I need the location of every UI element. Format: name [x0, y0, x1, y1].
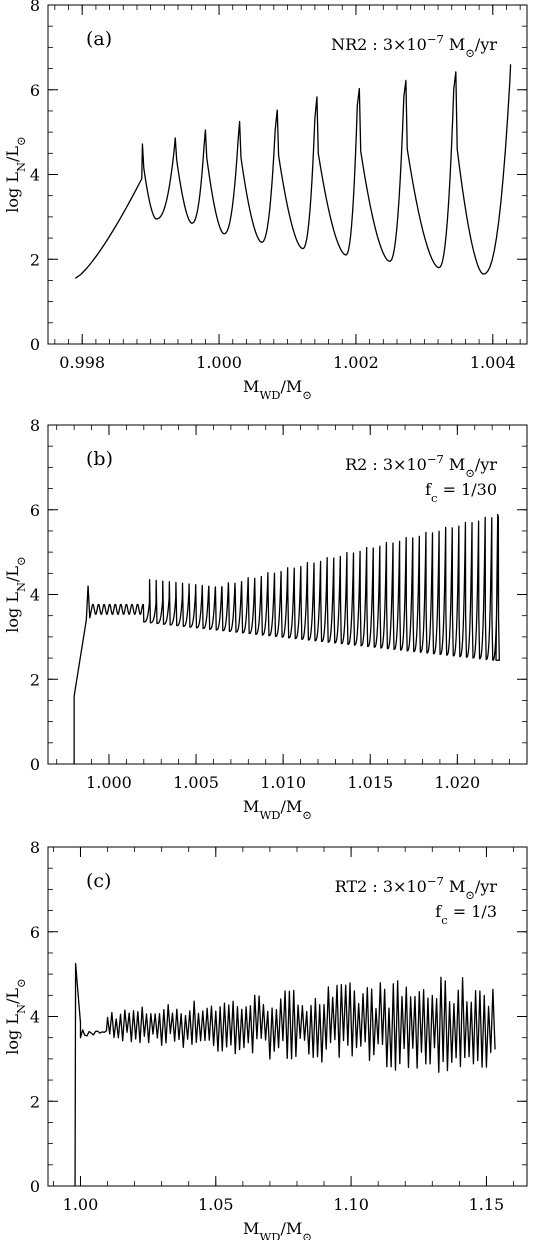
panel-label: (b): [86, 448, 113, 470]
y-tick-label: 8: [30, 416, 40, 435]
x-tick-label: 1.015: [347, 773, 393, 792]
plot-frame: [47, 4, 528, 345]
panel-label: (c): [86, 870, 111, 892]
annotation-line: R2 : 3×10−7 M⊙/yr: [345, 452, 497, 480]
luminosity-curve: [74, 64, 512, 279]
y-axis-label: log LN/L⊙: [3, 978, 28, 1054]
y-axis-label: log LN/L⊙: [3, 556, 28, 632]
x-tick-label: 1.05: [198, 1195, 234, 1214]
x-tick-label: 1.00: [63, 1195, 99, 1214]
y-tick-label: 6: [30, 501, 40, 520]
annotation-line: fc = 1/3: [435, 902, 497, 927]
annotation-line: RT2 : 3×10−7 M⊙/yr: [335, 874, 498, 902]
x-tick-label: 1.10: [333, 1195, 369, 1214]
annotation-line: NR2 : 3×10−7 M⊙/yr: [331, 32, 497, 60]
x-tick-label: 1.010: [260, 773, 306, 792]
y-tick-label: 0: [30, 335, 40, 354]
panel-a: 0.998 1.000 1.002 1.004 0 2 4 6 8 MWD/M⊙ log LN/L⊙…: [3, 0, 528, 402]
y-tick-label: 4: [30, 586, 40, 605]
x-tick-label: 1.000: [86, 773, 132, 792]
y-tick-label: 4: [30, 166, 40, 185]
y-tick-label: 6: [30, 81, 40, 100]
x-tick-label: 1.002: [333, 353, 379, 372]
luminosity-curve: [73, 513, 500, 764]
x-tick-label: 1.15: [469, 1195, 505, 1214]
y-tick-label: 8: [30, 0, 40, 15]
y-tick-label: 6: [30, 923, 40, 942]
y-tick-label: 8: [30, 838, 40, 857]
y-tick-label: 0: [30, 1177, 40, 1196]
y-tick-label: 2: [30, 670, 40, 689]
x-tick-label: 0.998: [59, 353, 105, 372]
x-tick-label: 1.004: [470, 353, 516, 372]
x-axis-label: MWD/M⊙: [243, 797, 312, 822]
y-tick-label: 0: [30, 755, 40, 774]
y-tick-label: 2: [30, 250, 40, 269]
y-tick-label: 4: [30, 1008, 40, 1027]
panel-b: 1.000 1.005 1.010 1.015 1.020 0 2 4 6 8 MWD/M⊙ log …: [3, 416, 528, 822]
y-tick-label: 2: [30, 1092, 40, 1111]
x-tick-label: 1.020: [434, 773, 480, 792]
x-tick-label: 1.005: [173, 773, 219, 792]
panel-c: 1.00 1.05 1.10 1.15 0 2 4 6 8 MWD/M⊙ log LN/L⊙ (c) R…: [3, 838, 528, 1240]
y-axis-label: log LN/L⊙: [3, 136, 28, 212]
panel-label: (a): [86, 28, 112, 50]
x-axis-label: MWD/M⊙: [243, 1219, 312, 1240]
x-tick-label: 1.000: [196, 353, 242, 372]
annotation-line: fc = 1/30: [425, 480, 497, 505]
x-axis-label: MWD/M⊙: [243, 377, 312, 402]
luminosity-curve: [74, 962, 496, 1187]
